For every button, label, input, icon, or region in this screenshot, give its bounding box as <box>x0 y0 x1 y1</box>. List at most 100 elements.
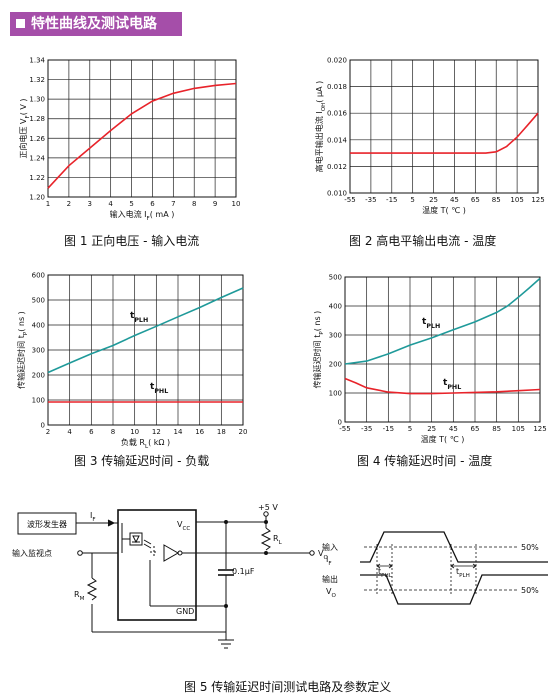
y-tick-label: 200 <box>32 372 45 380</box>
series-label-tplh: tPLH <box>422 317 440 330</box>
vcc-label: VCC <box>177 520 190 532</box>
pct-top-label: 50% <box>521 543 539 552</box>
section-title: 特性曲线及测试电路 <box>31 16 157 32</box>
cap-label: 0.1μF <box>232 567 255 576</box>
chart-2: -55 -35 -15 5 25 45 65 85 105 125 0.010 0.012 0.014 0… <box>314 57 545 216</box>
y-tick-label: 0 <box>41 422 45 430</box>
y-tick-label: 1.34 <box>29 57 45 65</box>
x-tick-label: 125 <box>533 425 546 433</box>
x-tick-label: 2 <box>67 200 71 208</box>
x-tick-label: 1 <box>46 200 50 208</box>
x-tick-label: 9 <box>213 200 217 208</box>
led-diode-icon <box>132 535 140 544</box>
series-line-tphl <box>344 377 541 395</box>
x-tick-label: 8 <box>111 428 115 436</box>
y-tick-label: 0.020 <box>327 57 347 65</box>
rl-resistor-icon <box>260 527 272 551</box>
y-tick-label: 1.20 <box>29 194 45 202</box>
x-axis-label: 输入电流 IF( mA ) <box>110 209 175 222</box>
plot-frame <box>47 59 237 198</box>
chart-1: 1 2 3 4 5 6 7 8 9 10 1.20 1.22 1.24 1.26 1.28 1.30 1.32 1… <box>18 57 240 223</box>
tphl-label: tPHL <box>378 567 393 579</box>
chart-4: -55 -35 -15 5 25 45 65 85 105 125 0 100 200 300 400 500… <box>312 274 547 445</box>
x-tick-label: 125 <box>531 196 544 204</box>
x-axis-label: 温度 T( ℃ ) <box>422 205 466 215</box>
y-tick-label: 300 <box>329 332 342 340</box>
supply-label: +5 V <box>258 503 278 512</box>
series-line-0 <box>47 82 237 189</box>
y-axis-label: 传输延迟时间 tP( ns ) <box>312 311 325 389</box>
plot-frame <box>344 276 541 423</box>
y-tick-label: 1.32 <box>29 76 45 84</box>
ground-icon <box>218 639 234 649</box>
fig5-caption: 图 5 传输延迟时间测试电路及参数定义 <box>184 680 392 694</box>
pct-bottom-label: 50% <box>521 586 539 595</box>
photodiode-icon <box>150 546 158 558</box>
x-tick-label: -35 <box>361 425 372 433</box>
output-label: 输出 <box>322 574 338 584</box>
gnd-label: GND <box>176 607 194 616</box>
light-arrows-icon <box>143 539 152 549</box>
square-bullet-icon <box>16 19 25 28</box>
x-tick-label: 25 <box>429 196 438 204</box>
y-tick-label: 1.30 <box>29 96 45 104</box>
x-tick-label: 4 <box>67 428 72 436</box>
tplh-label: tPLH <box>456 567 470 579</box>
x-tick-label: 18 <box>217 428 226 436</box>
y-tick-label: 400 <box>32 322 45 330</box>
fig3-caption: 图 3 传输延迟时间 - 负载 <box>74 454 210 468</box>
series-label-tplh: tPLH <box>130 311 148 324</box>
led-frame <box>129 532 143 546</box>
y-tick-label: 400 <box>329 303 342 311</box>
vo-node <box>309 550 315 556</box>
y-tick-label: 100 <box>329 390 342 398</box>
y-tick-label: 300 <box>32 347 45 355</box>
optocoupler-box <box>117 509 197 621</box>
plot-frame <box>349 59 539 194</box>
rl-label: RL <box>273 534 283 546</box>
y-tick-label: 1.24 <box>29 154 45 162</box>
x-tick-label: 16 <box>195 428 204 436</box>
generator-label: 波形发生器 <box>27 519 67 529</box>
tplh-arrow-icon <box>450 563 477 569</box>
buffer-gate-icon <box>163 544 180 562</box>
output-sub-label: VO <box>326 587 336 599</box>
junction-dot <box>264 551 268 555</box>
y-tick-label: 600 <box>32 272 45 280</box>
test-circuit <box>17 509 315 649</box>
timing-diagram <box>360 531 548 605</box>
input-sub-label: IF <box>326 555 332 567</box>
x-tick-label: 105 <box>510 196 523 204</box>
x-tick-label: 2 <box>46 428 50 436</box>
vo-label: VO <box>318 549 328 561</box>
y-tick-label: 0.018 <box>327 83 347 91</box>
y-axis-label: 传输延迟时间 tP( ns ) <box>16 311 29 389</box>
x-tick-label: 12 <box>152 428 161 436</box>
y-tick-label: 0.012 <box>327 163 347 171</box>
y-axis-label: 高电平输出电流 IOH( μA ) <box>314 81 327 172</box>
series-label-tphl: tPHL <box>150 382 168 395</box>
series-label-tphl: tPHL <box>443 378 461 391</box>
x-tick-label: 4 <box>108 200 113 208</box>
y-tick-label: 500 <box>32 297 45 305</box>
y-tick-label: 1.28 <box>29 115 45 123</box>
x-tick-label: 85 <box>492 196 501 204</box>
y-tick-label: 0.014 <box>327 136 348 144</box>
x-tick-label: -35 <box>365 196 376 204</box>
series-line-tplh <box>344 277 541 365</box>
x-tick-label: -55 <box>344 196 355 204</box>
x-axis-label: 温度 T( ℃ ) <box>421 434 465 444</box>
rm-label: RM <box>74 590 85 602</box>
y-tick-label: 1.22 <box>29 174 45 182</box>
x-tick-label: 25 <box>427 425 436 433</box>
fig4-caption: 图 4 传输延迟时间 - 温度 <box>357 454 493 468</box>
x-tick-label: 65 <box>471 425 480 433</box>
supply-node <box>263 511 269 517</box>
input-label: 输入 <box>322 542 338 552</box>
x-tick-label: 105 <box>512 425 525 433</box>
current-arrow-icon <box>107 519 116 527</box>
fig2-caption: 图 2 高电平输出电流 - 温度 <box>349 234 497 248</box>
output-waveform <box>360 574 548 605</box>
x-tick-label: 3 <box>88 200 92 208</box>
